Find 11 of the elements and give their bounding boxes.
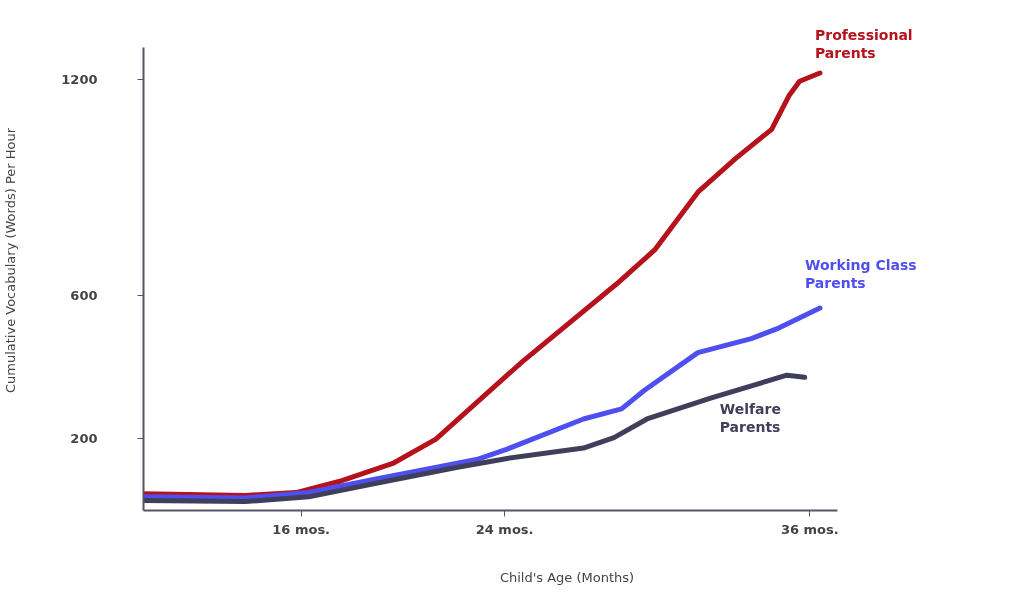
series-label: Welfare Parents bbox=[719, 401, 781, 436]
y-tick-label: 200 bbox=[70, 431, 98, 447]
x-tick-label: 16 mos. bbox=[272, 521, 331, 537]
series-label: Professional Parents bbox=[814, 27, 913, 62]
y-tick-label: 600 bbox=[70, 287, 98, 303]
x-tick-label: 24 mos. bbox=[475, 521, 534, 537]
x-tick-label: 36 mos. bbox=[780, 521, 839, 537]
y-axis-title: Cumulative Vocabulary (Words) Per Hour bbox=[3, 127, 19, 394]
x-axis-title: Child's Age (Months) bbox=[499, 569, 635, 585]
series-label: Working Class Parents bbox=[804, 257, 917, 292]
y-tick-label: 1200 bbox=[61, 72, 98, 88]
